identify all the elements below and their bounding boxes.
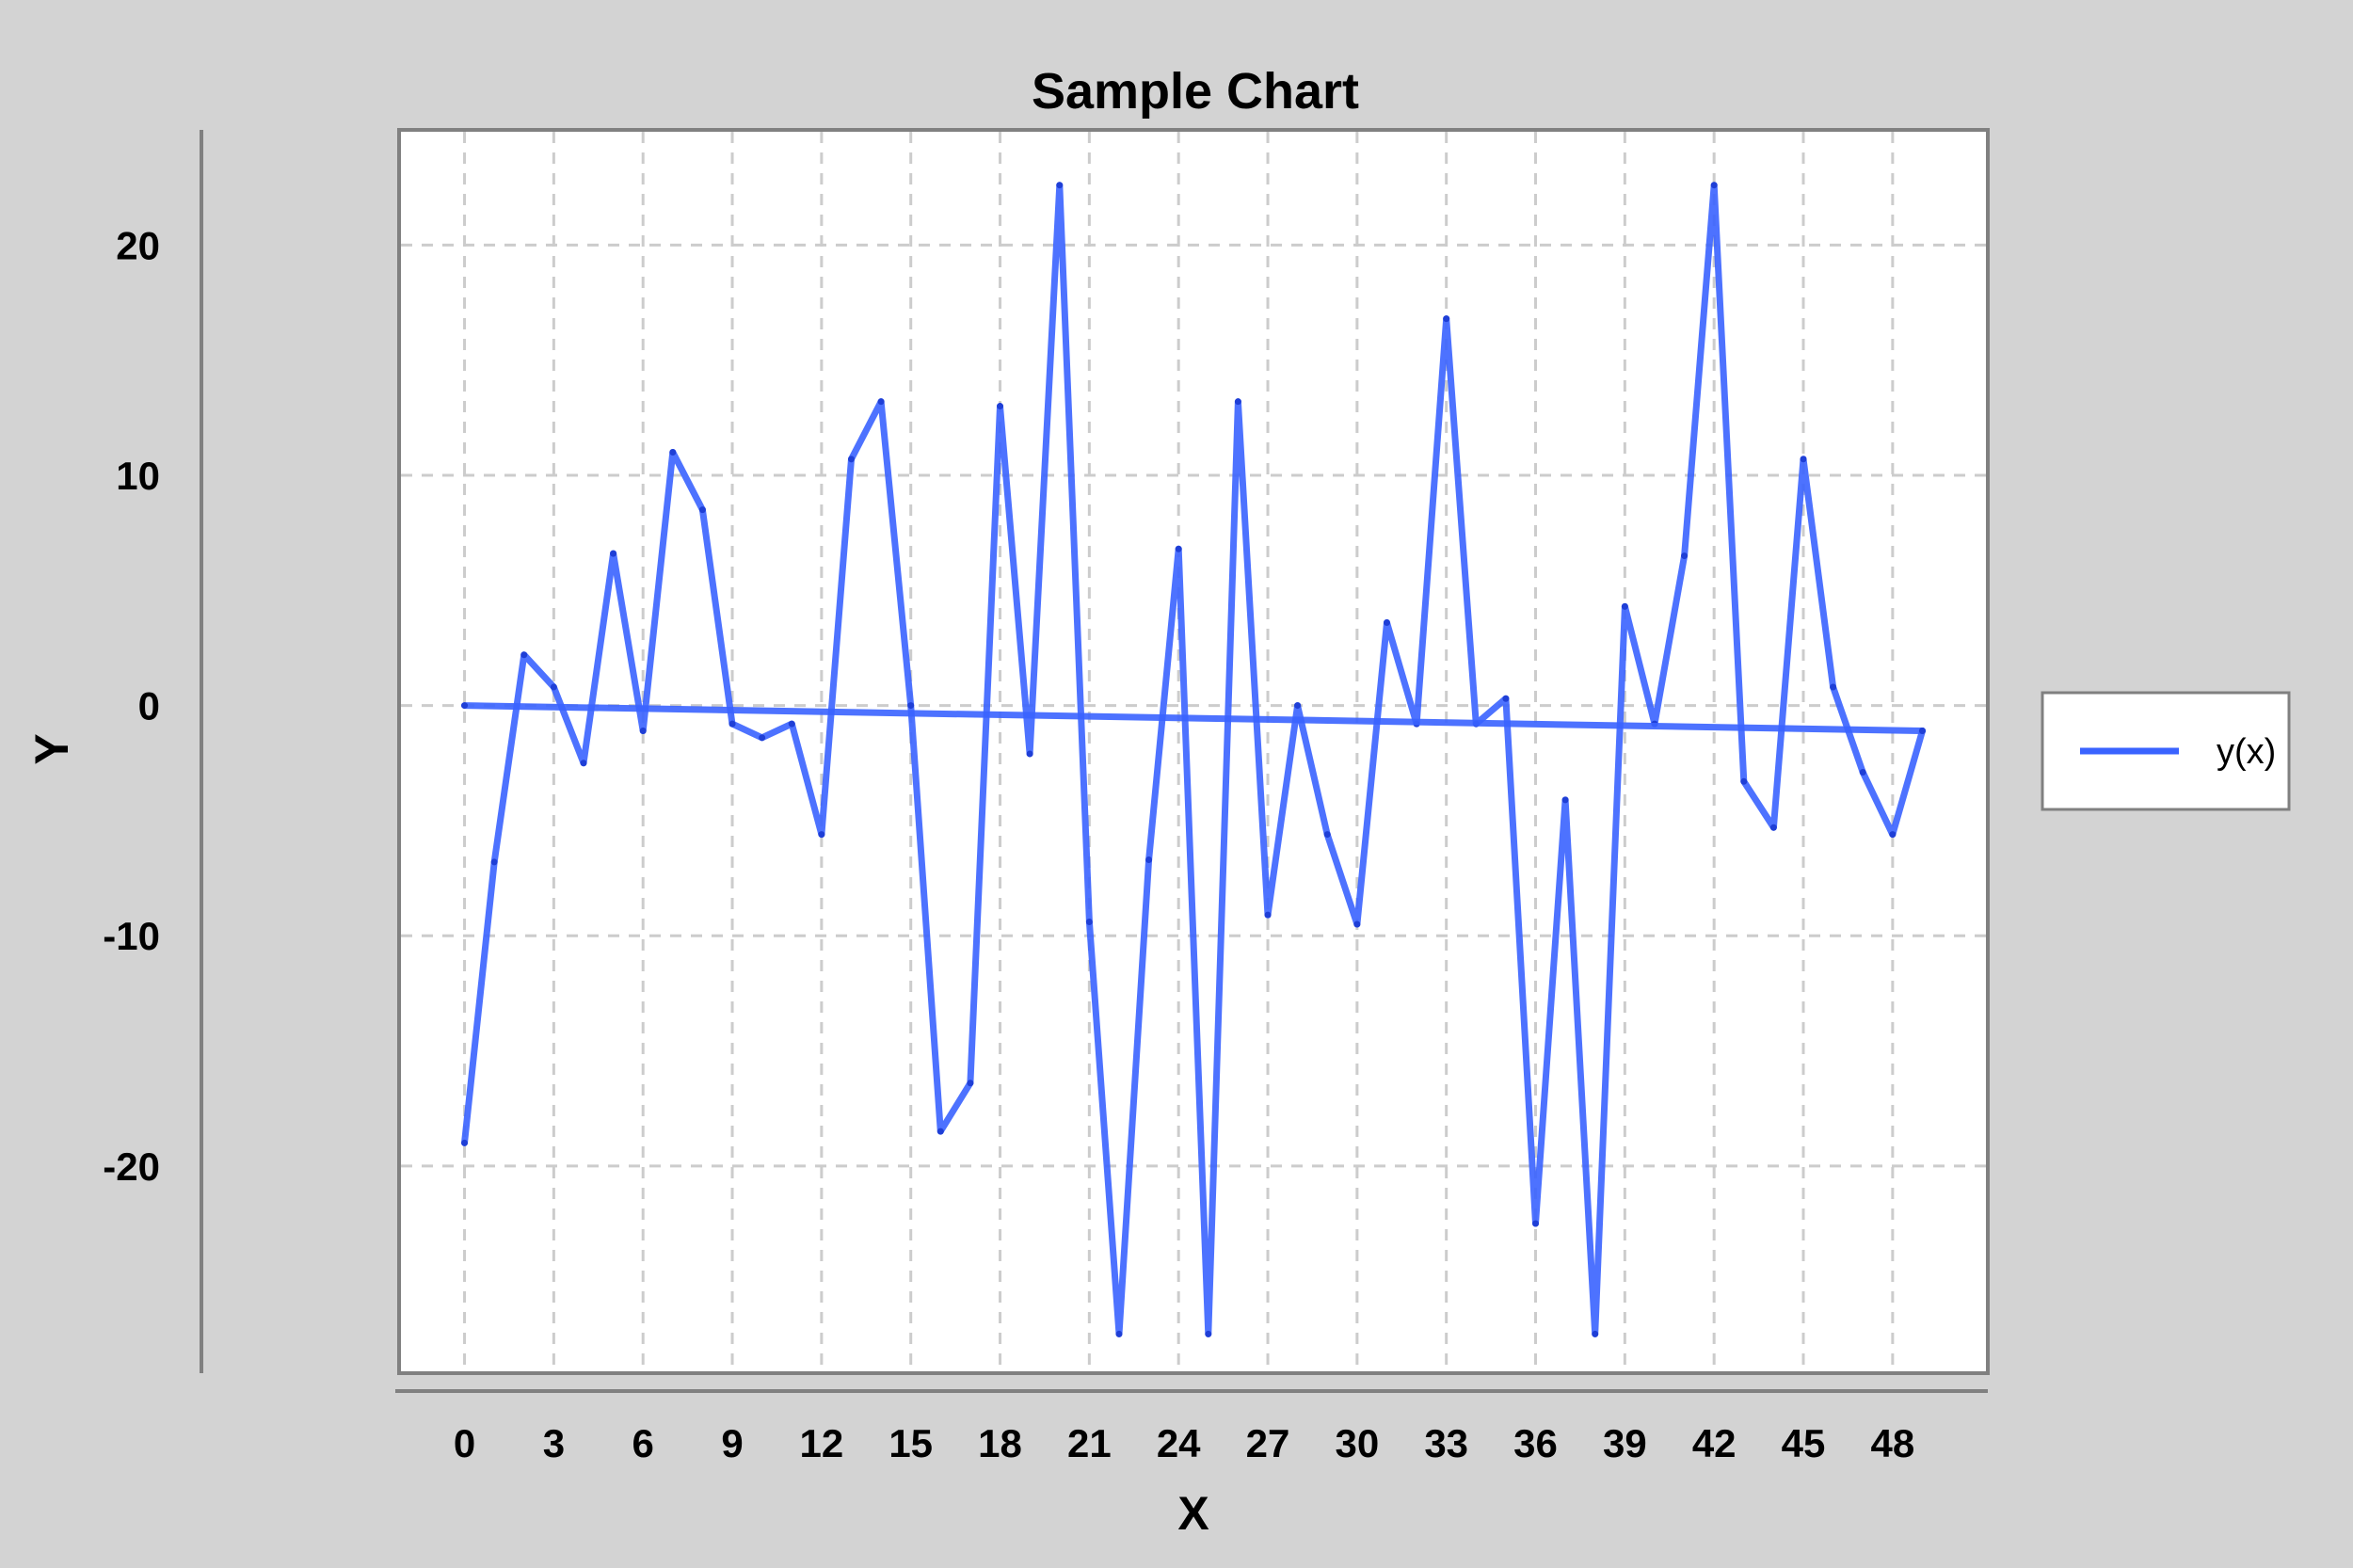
y-tick-label: 10 [116,454,160,498]
data-point [936,1128,944,1135]
x-tick-label: 21 [1067,1421,1112,1465]
trend-line [461,702,1926,734]
x-axis-label: X [1177,1487,1209,1540]
x-tick-label: 0 [454,1421,475,1465]
y-tick-labels: -20 -10 0 10 20 [103,223,160,1189]
x-tick-label: 3 [543,1421,565,1465]
x-tick-labels: 0 3 6 9 12 15 18 21 24 27 30 33 36 39 42 45 48 [454,1421,1914,1465]
data-point [610,550,617,557]
data-point [490,858,498,866]
data-point [461,702,469,710]
data-point [728,720,736,728]
data-point [1085,919,1093,926]
data-point [1443,315,1450,323]
x-tick-label: 9 [721,1421,743,1465]
data-point [639,727,647,734]
data-point [907,702,915,710]
chart-title: Sample Chart [1032,63,1359,120]
data-point [1592,1330,1599,1337]
x-tick-label: 15 [888,1421,933,1465]
series-layer [461,182,1926,1337]
data-point [1264,911,1272,919]
x-tick-label: 18 [978,1421,1022,1465]
data-point [1353,920,1361,928]
y-tick-label: 20 [116,223,160,267]
data-point [1175,545,1182,552]
plot-area [397,128,1990,1375]
y-tick-label: -10 [103,914,160,958]
data-point [1681,552,1689,560]
data-point [997,403,1004,410]
data-point [1710,182,1718,189]
data-point [967,1080,974,1087]
x-tick-label: 39 [1603,1421,1647,1465]
series-line-y-of-x [461,182,1926,1337]
data-point [877,398,885,406]
data-point [1026,750,1033,758]
data-point [520,651,528,659]
data-point [669,448,677,456]
data-point [1502,695,1510,702]
data-point [847,456,855,463]
y-tick-label: 0 [138,684,160,728]
data-point [1294,702,1302,710]
data-point [1859,769,1866,776]
x-tick-label: 6 [632,1421,654,1465]
data-point [461,1139,469,1146]
x-tick-label: 48 [1870,1421,1914,1465]
x-tick-label: 33 [1424,1421,1468,1465]
data-point [1234,398,1241,406]
y-tick-label: -20 [103,1144,160,1189]
data-point [1918,727,1926,734]
data-point [788,720,795,728]
data-point [1769,824,1777,831]
data-point [1532,1220,1540,1227]
x-tick-label: 12 [800,1421,844,1465]
legend-label: y(x) [2217,732,2276,772]
data-point [550,683,557,691]
data-point [1205,1330,1212,1337]
data-point [818,831,825,839]
data-point [1800,456,1807,463]
x-tick-label: 30 [1335,1421,1379,1465]
data-point [759,734,766,742]
legend: y(x) [2041,691,2291,811]
data-point [1740,777,1748,785]
data-point [1145,856,1153,863]
data-point [1056,182,1064,189]
x-tick-label: 45 [1782,1421,1826,1465]
data-point [1561,796,1569,804]
x-tick-label: 42 [1692,1421,1737,1465]
data-point [1383,619,1390,627]
x-tick-label: 27 [1246,1421,1290,1465]
y-axis-label: Y [25,733,78,764]
data-point [580,760,587,767]
data-point [1115,1330,1123,1337]
x-tick-label: 36 [1513,1421,1558,1465]
x-tick-label: 24 [1157,1421,1201,1465]
data-point [1889,831,1897,839]
data-point [1830,683,1837,691]
data-point [1621,602,1628,610]
data-point [698,506,706,514]
data-point [1323,831,1331,839]
